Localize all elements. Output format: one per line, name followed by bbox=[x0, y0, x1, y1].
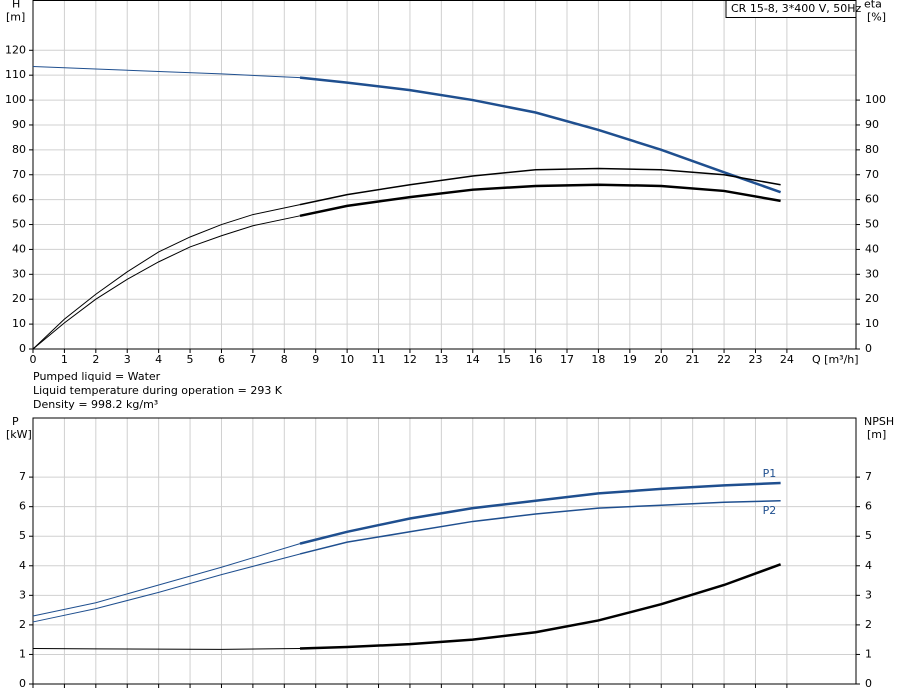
y-tick-label: 60 bbox=[12, 193, 26, 206]
y2-tick-label: 40 bbox=[865, 242, 879, 255]
y2-tick-label: 60 bbox=[865, 193, 879, 206]
x-tick-label: 11 bbox=[372, 353, 386, 366]
x-tick-label: 19 bbox=[623, 353, 637, 366]
y-tick-label: 70 bbox=[12, 168, 26, 181]
x-tick-label: 24 bbox=[780, 353, 794, 366]
x-tick-label: 17 bbox=[560, 353, 574, 366]
y-tick-label: 120 bbox=[5, 43, 26, 56]
y-axis-label: H bbox=[12, 0, 20, 11]
y2-tick-label: 1 bbox=[865, 647, 872, 660]
annotation: Liquid temperature during operation = 29… bbox=[33, 384, 283, 397]
y-tick-label: 1 bbox=[19, 647, 26, 660]
y-tick-label: 6 bbox=[19, 500, 26, 513]
y-tick-label: 0 bbox=[19, 677, 26, 690]
y2-axis-label: [m] bbox=[867, 428, 886, 441]
y-tick-label: 7 bbox=[19, 470, 26, 483]
y2-tick-label: 2 bbox=[865, 618, 872, 631]
x-tick-label: 23 bbox=[748, 353, 762, 366]
y2-tick-label: 30 bbox=[865, 267, 879, 280]
curve bbox=[32, 215, 301, 350]
y-axis-label: P bbox=[12, 415, 19, 428]
x-tick-label: 12 bbox=[403, 353, 417, 366]
x-tick-label: 1 bbox=[61, 353, 68, 366]
y-tick-label: 4 bbox=[19, 559, 26, 572]
x-tick-label: 9 bbox=[312, 353, 319, 366]
x-tick-label: 21 bbox=[686, 353, 700, 366]
y-tick-label: 50 bbox=[12, 218, 26, 231]
y-tick-label: 100 bbox=[5, 93, 26, 106]
x-tick-label: 22 bbox=[717, 353, 731, 366]
y2-tick-label: 10 bbox=[865, 317, 879, 330]
curve bbox=[299, 167, 781, 206]
x-tick-label: 2 bbox=[92, 353, 99, 366]
curve bbox=[299, 183, 781, 218]
curve-label: P2 bbox=[763, 504, 777, 517]
curve bbox=[32, 65, 301, 79]
y-axis-label: [kW] bbox=[6, 428, 32, 441]
curve bbox=[299, 563, 782, 650]
y-axis-label: [m] bbox=[6, 11, 25, 24]
x-axis-label: Q [m³/h] bbox=[812, 353, 859, 366]
chart-title: CR 15-8, 3*400 V, 50Hz bbox=[731, 2, 862, 15]
y2-tick-label: 70 bbox=[865, 168, 879, 181]
x-tick-label: 10 bbox=[340, 353, 354, 366]
y2-axis-label: eta bbox=[864, 0, 882, 11]
y-tick-label: 90 bbox=[12, 118, 26, 131]
x-tick-label: 16 bbox=[529, 353, 543, 366]
y2-axis-label: NPSH bbox=[864, 415, 894, 428]
x-tick-label: 8 bbox=[281, 353, 288, 366]
y2-tick-label: 4 bbox=[865, 559, 872, 572]
y2-tick-label: 6 bbox=[865, 500, 872, 513]
y2-tick-label: 100 bbox=[865, 93, 886, 106]
y-tick-label: 80 bbox=[12, 143, 26, 156]
y2-tick-label: 3 bbox=[865, 588, 872, 601]
y-tick-label: 10 bbox=[12, 317, 26, 330]
x-tick-label: 0 bbox=[30, 353, 37, 366]
y-tick-label: 30 bbox=[12, 267, 26, 280]
y-tick-label: 20 bbox=[12, 292, 26, 305]
x-tick-label: 18 bbox=[591, 353, 605, 366]
y2-tick-label: 0 bbox=[865, 342, 872, 355]
y-tick-label: 5 bbox=[19, 529, 26, 542]
annotation: Density = 998.2 kg/m³ bbox=[33, 398, 158, 411]
y2-tick-label: 50 bbox=[865, 218, 879, 231]
y2-tick-label: 20 bbox=[865, 292, 879, 305]
curve-label: P1 bbox=[763, 467, 777, 480]
x-tick-label: 7 bbox=[249, 353, 256, 366]
x-tick-label: 14 bbox=[466, 353, 480, 366]
y-tick-label: 2 bbox=[19, 618, 26, 631]
x-tick-label: 13 bbox=[434, 353, 448, 366]
curve bbox=[299, 76, 782, 194]
curve bbox=[299, 481, 781, 545]
y-tick-label: 3 bbox=[19, 588, 26, 601]
y2-tick-label: 80 bbox=[865, 143, 879, 156]
curve bbox=[32, 553, 301, 623]
y2-tick-label: 7 bbox=[865, 470, 872, 483]
title-box bbox=[725, 0, 857, 18]
x-tick-label: 3 bbox=[124, 353, 131, 366]
y2-tick-label: 90 bbox=[865, 118, 879, 131]
curve bbox=[32, 543, 301, 617]
x-tick-label: 20 bbox=[654, 353, 668, 366]
plot-frame bbox=[32, 417, 857, 685]
y-tick-label: 110 bbox=[5, 68, 26, 81]
x-tick-label: 5 bbox=[187, 353, 194, 366]
y-tick-label: 0 bbox=[19, 342, 26, 355]
x-tick-label: 15 bbox=[497, 353, 511, 366]
curve bbox=[32, 648, 301, 650]
y2-tick-label: 0 bbox=[865, 677, 872, 690]
y2-tick-label: 5 bbox=[865, 529, 872, 542]
y-tick-label: 40 bbox=[12, 242, 26, 255]
curve bbox=[299, 500, 781, 555]
y2-axis-label: [%] bbox=[867, 11, 886, 24]
curve bbox=[32, 204, 301, 350]
x-tick-label: 4 bbox=[155, 353, 162, 366]
x-tick-label: 6 bbox=[218, 353, 225, 366]
annotation: Pumped liquid = Water bbox=[33, 370, 161, 383]
